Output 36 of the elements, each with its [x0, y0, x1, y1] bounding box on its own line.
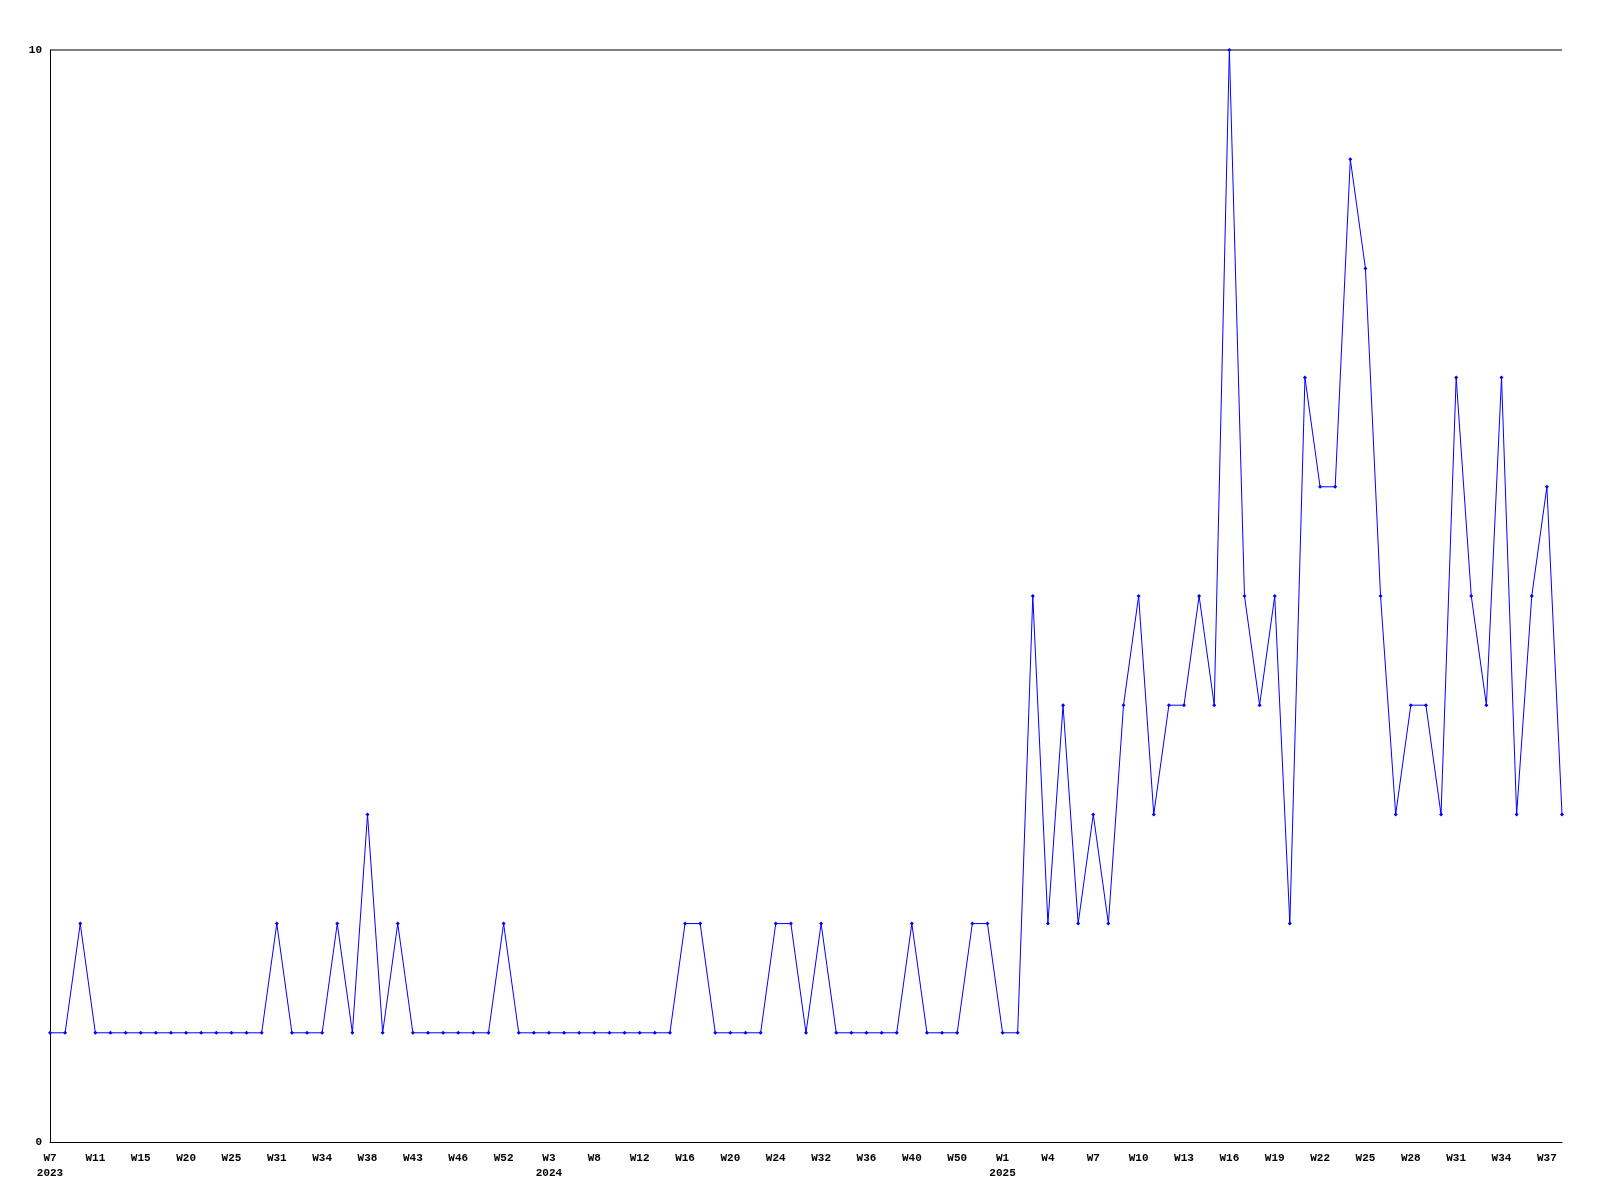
- x-tick-label: W25: [221, 1151, 242, 1164]
- x-tick-label: W1 2025: [989, 1151, 1017, 1179]
- x-tick-label: W37: [1536, 1151, 1557, 1164]
- x-tick-label: W7 2023: [36, 1151, 64, 1179]
- x-tick-label: W31: [266, 1151, 288, 1164]
- x-tick-label: W8: [587, 1151, 602, 1164]
- x-tick-label: W52: [493, 1151, 514, 1164]
- x-tick-label: W19: [1264, 1151, 1285, 1164]
- x-tick-label: W22: [1310, 1151, 1330, 1164]
- x-tick-label: W34: [312, 1151, 333, 1164]
- x-tick-label: W20: [720, 1151, 741, 1164]
- x-tick-label: W32: [811, 1151, 832, 1164]
- x-tick-label: W40: [901, 1151, 922, 1164]
- x-tick-label: W50: [947, 1151, 968, 1164]
- x-tick-label: W43: [402, 1151, 424, 1164]
- x-tick-label: W16: [1219, 1151, 1240, 1164]
- x-tick-label: W7: [1086, 1151, 1100, 1164]
- x-tick-label: W13: [1174, 1151, 1195, 1164]
- x-tick-label: W4: [1041, 1151, 1055, 1164]
- x-tick-label: W12: [629, 1151, 650, 1164]
- x-tick-label: W3 2024: [535, 1151, 563, 1179]
- x-tick-label: W20: [176, 1151, 196, 1164]
- y-tick-label: 10: [28, 44, 42, 56]
- x-tick-label: W38: [357, 1151, 378, 1164]
- x-tick-label: W34: [1491, 1151, 1512, 1164]
- x-tick-label: W11: [85, 1151, 106, 1164]
- y-tick-label: 0: [35, 1136, 42, 1148]
- x-tick-label: W28: [1400, 1151, 1422, 1164]
- x-tick-label: W15: [130, 1151, 152, 1164]
- x-tick-label: W16: [675, 1151, 695, 1164]
- x-tick-label: W36: [856, 1151, 877, 1164]
- x-tick-label: W24: [765, 1151, 787, 1164]
- x-tick-label: W10: [1128, 1151, 1149, 1164]
- x-tick-label: W25: [1355, 1151, 1376, 1164]
- x-tick-label: W46: [448, 1151, 469, 1164]
- x-tick-label: W31: [1446, 1151, 1467, 1164]
